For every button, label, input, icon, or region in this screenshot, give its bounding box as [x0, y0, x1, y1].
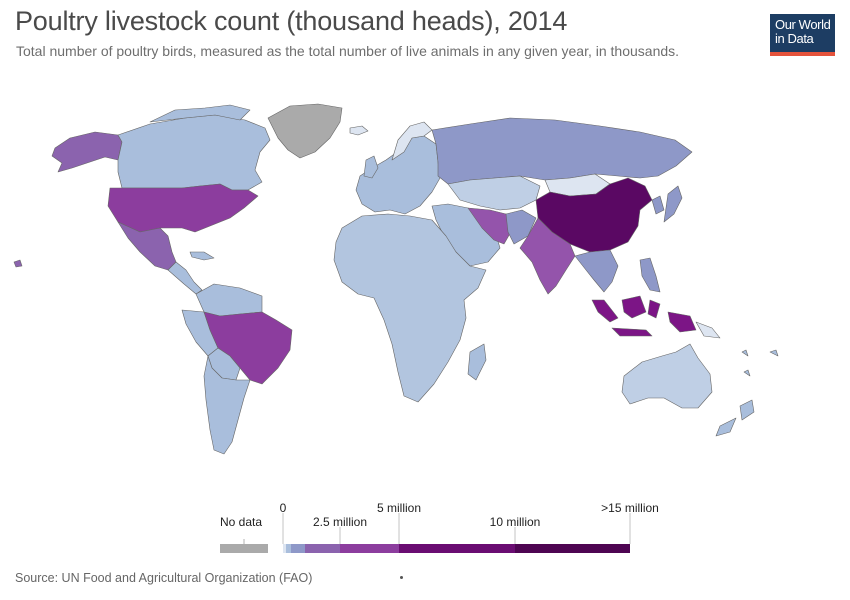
- region-caribbean[interactable]: [189, 251, 215, 261]
- region-central-america[interactable]: [167, 261, 203, 295]
- legend-tick-15m: >15 million: [601, 501, 659, 515]
- region-madagascar[interactable]: [467, 343, 487, 381]
- legend-tick-10m: 10 million: [490, 515, 541, 529]
- region-alaska[interactable]: [51, 131, 123, 173]
- region-iran[interactable]: [467, 207, 513, 245]
- region-india[interactable]: [519, 217, 576, 295]
- legend-bin-6: [399, 544, 515, 553]
- region-united-kingdom[interactable]: [363, 155, 379, 179]
- decorative-dot: [400, 576, 403, 579]
- color-scale: 0 2.5 million 5 million 10 million >15 m…: [280, 501, 659, 553]
- region-philippines[interactable]: [639, 257, 661, 293]
- region-greenland[interactable]: [267, 103, 343, 159]
- region-africa[interactable]: [333, 213, 487, 403]
- map-legend: No data 0 2.5 million 5 million 10 milli…: [220, 501, 659, 553]
- legend-tick-0: 0: [280, 501, 287, 515]
- region-northern-south-america[interactable]: [195, 283, 263, 317]
- region-australia[interactable]: [621, 343, 713, 409]
- region-indonesia[interactable]: [591, 295, 697, 337]
- source-note: Source: UN Food and Agricultural Organiz…: [15, 571, 313, 585]
- legend-bin-3: [291, 544, 305, 553]
- legend-tick-2-5m: 2.5 million: [313, 515, 367, 529]
- legend-tick-5m: 5 million: [377, 501, 421, 515]
- legend-bin-2: [286, 544, 291, 553]
- region-southeast-asia[interactable]: [574, 249, 619, 293]
- legend-bin-7: [515, 544, 630, 553]
- world-map[interactable]: [0, 90, 850, 490]
- region-japan-korea[interactable]: [651, 185, 683, 223]
- legend-no-data-label: No data: [220, 515, 262, 529]
- logo-line-2: in Data: [775, 31, 814, 46]
- legend-bin-5: [340, 544, 399, 553]
- region-hawaii[interactable]: [13, 259, 23, 268]
- region-canada[interactable]: [117, 114, 271, 191]
- legend-bin-4: [305, 544, 340, 553]
- region-russia[interactable]: [431, 117, 693, 185]
- region-arctic-islands[interactable]: [149, 104, 251, 123]
- logo-line-1: Our World: [775, 17, 831, 32]
- region-argentina-chile[interactable]: [203, 355, 251, 455]
- owid-logo[interactable]: Our World in Data: [770, 14, 835, 56]
- no-data-legend: No data: [220, 515, 268, 553]
- region-new-zealand[interactable]: [715, 399, 755, 437]
- chart-title: Poultry livestock count (thousand heads)…: [15, 6, 568, 36]
- region-papua-new-guinea[interactable]: [695, 321, 721, 339]
- region-pacific-islands[interactable]: [741, 349, 779, 377]
- legend-bin-1: [283, 544, 286, 553]
- region-iceland[interactable]: [349, 125, 369, 136]
- chart-subtitle: Total number of poultry birds, measured …: [16, 43, 680, 59]
- legend-no-data-swatch: [220, 544, 268, 553]
- region-united-states[interactable]: [107, 183, 259, 233]
